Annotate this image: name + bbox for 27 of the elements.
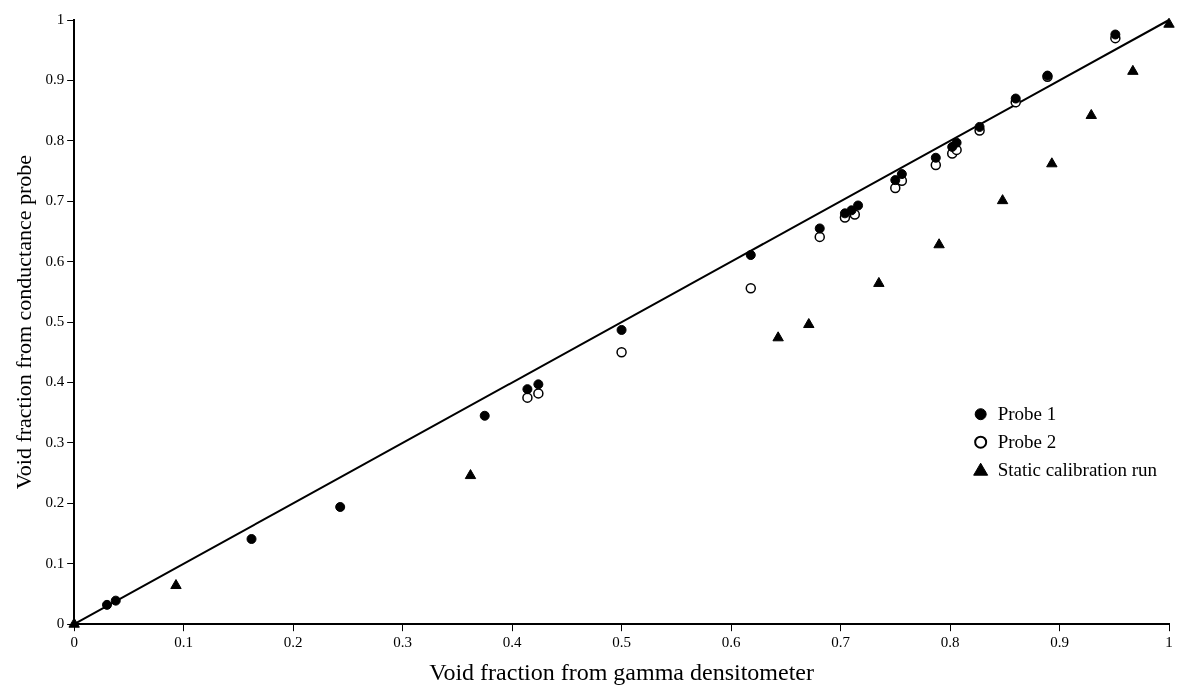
legend-label: Probe 2: [997, 431, 1057, 453]
y-tick-label: 0.6: [45, 252, 65, 269]
legend-label: Static calibration run: [997, 459, 1158, 481]
y-tick-label: 0.5: [45, 313, 65, 330]
y-tick-label: 0.9: [45, 71, 65, 88]
y-tick-label: 0.1: [45, 554, 65, 571]
y-tick-label: 0.8: [45, 131, 65, 148]
y-tick-label: 0.2: [45, 494, 65, 511]
x-tick-label: 0.3: [393, 634, 412, 651]
x-tick-label: 1: [1165, 634, 1173, 651]
x-tick-label: 0.5: [612, 634, 631, 651]
y-tick-label: 0.4: [45, 373, 65, 390]
x-tick-label: 0.9: [1050, 634, 1069, 651]
x-axis-title: Void fraction from gamma densitometer: [429, 658, 814, 685]
legend-label: Probe 1: [997, 403, 1057, 425]
y-tick-label: 0.3: [45, 433, 65, 450]
x-tick-label: 0.1: [174, 634, 194, 651]
x-tick-label: 0.6: [721, 634, 741, 651]
x-tick-label: 0: [70, 634, 78, 651]
y-tick-label: 1: [56, 10, 65, 27]
y-tick-label: 0.7: [45, 192, 65, 209]
x-tick-label: 0.4: [502, 634, 522, 651]
y-axis-title: Void fraction from conductance probe: [10, 154, 36, 490]
x-tick-label: 0.2: [283, 634, 303, 651]
x-tick-label: 0.7: [831, 634, 851, 651]
y-tick-label: 0: [56, 615, 65, 632]
x-tick-label: 0.8: [940, 634, 960, 651]
